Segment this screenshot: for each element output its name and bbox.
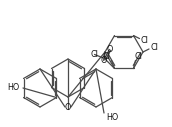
Text: O: O — [101, 56, 107, 65]
Text: HO: HO — [106, 113, 118, 122]
Text: O: O — [65, 102, 71, 112]
Text: Cl: Cl — [91, 50, 98, 59]
Text: Cl: Cl — [141, 36, 148, 45]
Text: O: O — [106, 45, 113, 54]
Text: HO: HO — [7, 83, 19, 92]
Text: Cl: Cl — [150, 43, 158, 52]
Text: Cl: Cl — [103, 52, 110, 61]
Text: Cl: Cl — [135, 52, 142, 61]
